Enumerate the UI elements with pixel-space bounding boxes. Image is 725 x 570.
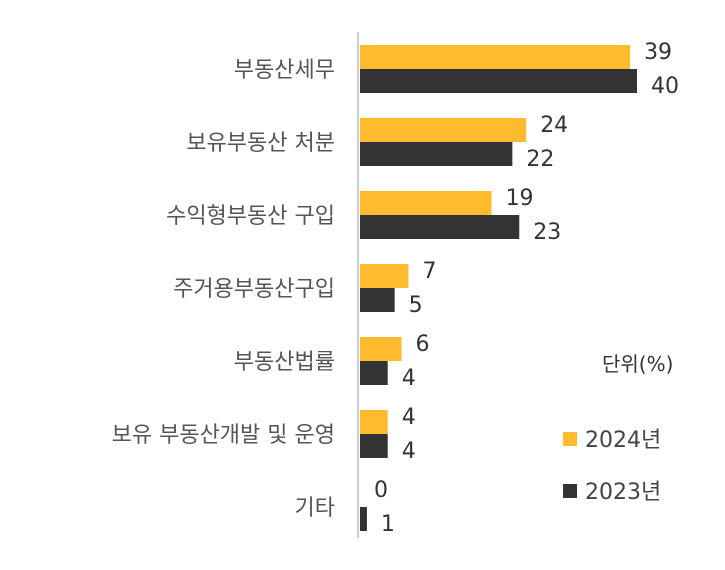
bar-2023-0 <box>360 69 637 93</box>
value-label-2023-6: 1 <box>381 512 395 537</box>
legend-swatch-2023 <box>563 484 577 498</box>
bars-layer <box>360 45 637 531</box>
unit-label: 단위(%) <box>602 352 673 376</box>
bar-2024-3 <box>360 264 409 288</box>
bar-2023-6 <box>360 507 367 531</box>
value-label-2024-0: 39 <box>644 40 672 65</box>
value-label-2023-0: 40 <box>651 74 679 99</box>
bar-2024-5 <box>360 410 388 434</box>
value-label-2024-1: 24 <box>540 113 568 138</box>
value-label-2024-3: 7 <box>422 259 436 284</box>
category-label-2: 수익형부동산 구입 <box>166 204 335 229</box>
value-label-2023-4: 4 <box>402 366 416 391</box>
legend-label-2024: 2024년 <box>585 428 661 453</box>
bar-2023-3 <box>360 288 395 312</box>
value-label-2023-3: 5 <box>409 293 423 318</box>
legend: 2024년 2023년 <box>563 428 661 505</box>
bar-2024-0 <box>360 45 631 69</box>
legend-swatch-2024 <box>563 432 577 446</box>
value-label-2023-5: 4 <box>402 439 416 464</box>
category-label-0: 부동산세무 <box>234 58 335 83</box>
bar-2023-2 <box>360 215 520 239</box>
value-label-2024-2: 19 <box>506 186 534 211</box>
value-label-2023-1: 22 <box>526 147 554 172</box>
bar-2023-4 <box>360 361 388 385</box>
value-label-2024-6: 0 <box>374 478 388 503</box>
category-label-1: 보유부동산 처분 <box>186 131 335 156</box>
bar-2024-4 <box>360 337 402 361</box>
value-label-2024-4: 6 <box>416 332 430 357</box>
category-label-4: 부동산법률 <box>234 350 335 375</box>
category-label-5: 보유 부동산개발 및 운영 <box>112 423 335 448</box>
bar-2024-1 <box>360 118 527 142</box>
value-label-2023-2: 23 <box>533 220 561 245</box>
category-label-6: 기타 <box>295 496 335 521</box>
bar-2023-1 <box>360 142 513 166</box>
category-label-3: 주거용부동산구입 <box>173 277 335 302</box>
legend-label-2023: 2023년 <box>585 480 661 505</box>
bar-2024-2 <box>360 191 492 215</box>
value-label-2024-5: 4 <box>402 405 416 430</box>
bar-2023-5 <box>360 434 388 458</box>
